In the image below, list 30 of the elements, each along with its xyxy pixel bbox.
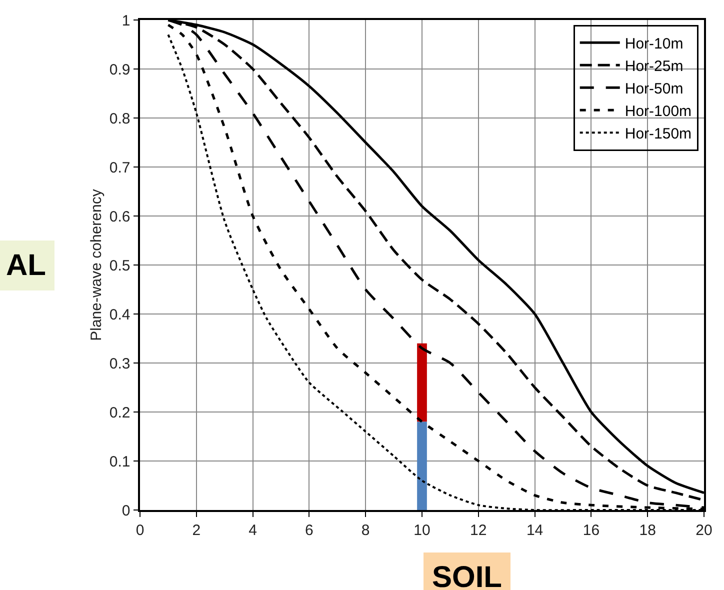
legend-label: Hor-25m (624, 58, 684, 75)
y-tick-label: 0 (122, 502, 130, 520)
y-tick-label: 0.6 (109, 208, 130, 226)
legend-label: Hor-100m (624, 103, 692, 120)
legend-label: Hor-10m (624, 36, 684, 52)
x-tick-label: 8 (361, 522, 370, 539)
y-tick-label: 0.1 (109, 453, 130, 470)
y-tick-label: 0.3 (109, 355, 130, 372)
y-tick-label: 0.7 (109, 159, 130, 176)
y-tick-label: 0.8 (109, 110, 130, 128)
y-tick-label: 1 (122, 12, 130, 30)
text: SOIL (432, 561, 502, 590)
x-tick-label: 12 (470, 522, 487, 539)
legend-label: Hor-150m (624, 126, 692, 142)
x-tick-label: 20 (696, 522, 712, 539)
x-tick-label: 2 (192, 522, 201, 539)
x-tick-label: 16 (582, 522, 600, 539)
x-tick-label: 4 (248, 522, 257, 539)
y-tick-label: 0.2 (109, 404, 130, 422)
x-tick-label: 6 (305, 522, 314, 539)
y-axis-title: Plane-wave coherency (88, 188, 106, 341)
x-tick-label: 14 (526, 522, 544, 539)
x-tick-label: 10 (414, 522, 430, 539)
x-tick-label: 18 (639, 522, 656, 539)
x-tick-label: 0 (136, 522, 144, 539)
text: AL (6, 249, 46, 282)
y-tick-label: 0.5 (109, 257, 130, 274)
legend-label: Hor-50m (624, 80, 684, 98)
y-tick-label: 0.9 (109, 61, 130, 78)
y-tick-label: 0.4 (109, 306, 130, 324)
